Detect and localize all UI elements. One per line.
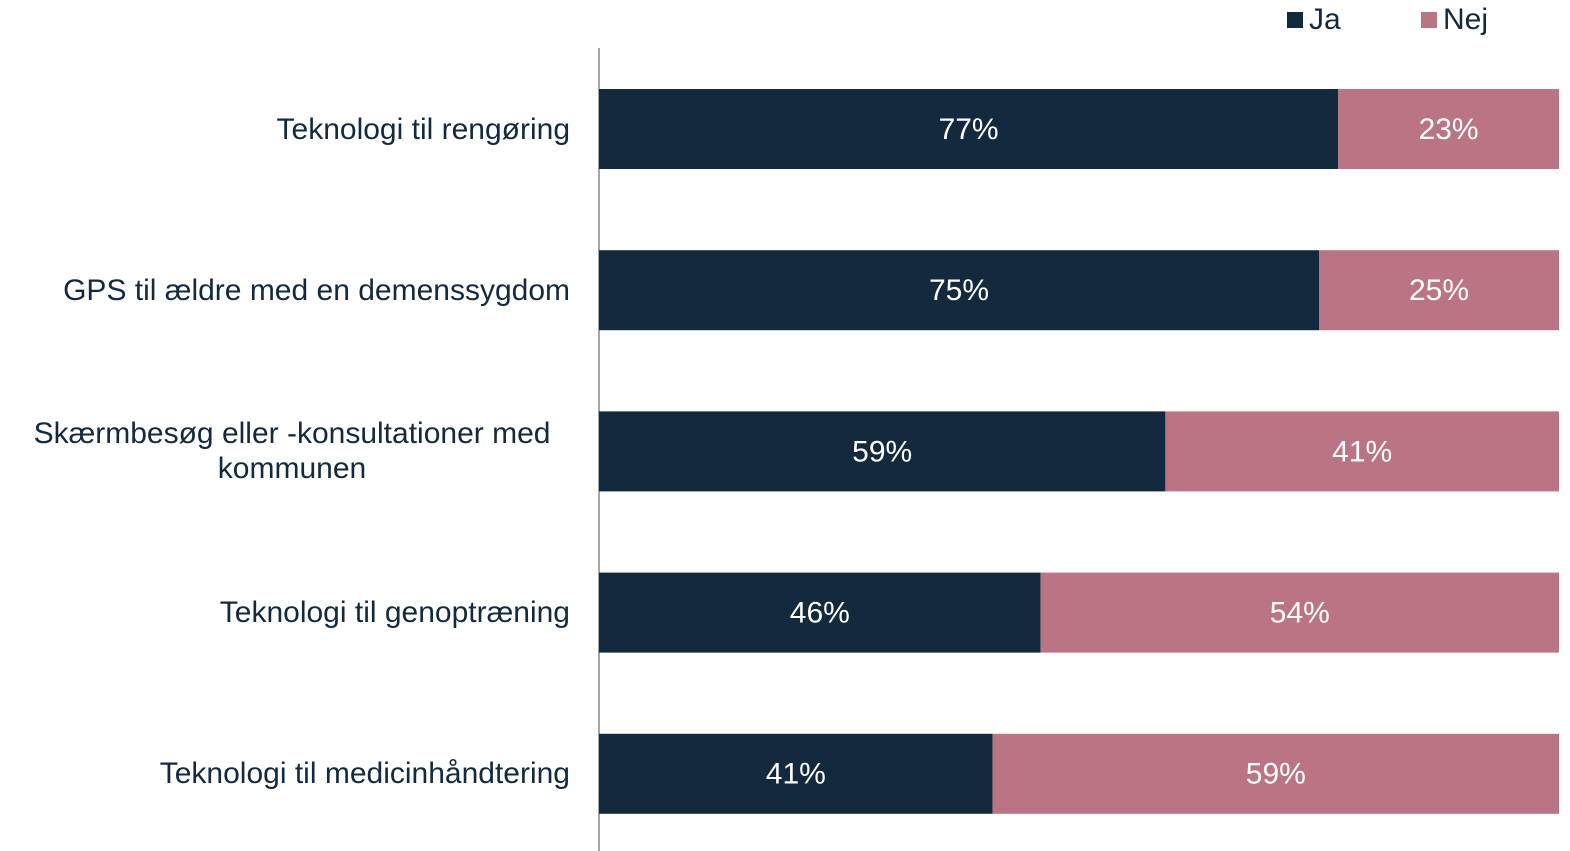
bar-segment xyxy=(1338,89,1559,169)
value-label: 41% xyxy=(1332,435,1392,468)
value-label: 75% xyxy=(929,274,989,307)
legend-swatch xyxy=(1287,12,1303,28)
category-label: Teknologi til medicinhåndtering xyxy=(159,757,570,791)
value-label: 54% xyxy=(1270,597,1330,630)
value-label: 59% xyxy=(852,435,912,468)
legend-swatch xyxy=(1421,12,1437,28)
category-label-box: Teknologi til rengøring xyxy=(0,84,570,174)
value-label: 25% xyxy=(1409,274,1469,307)
category-label-box: GPS til ældre med en demenssygdom xyxy=(0,245,570,335)
category-label-box: Teknologi til medicinhåndtering xyxy=(0,729,570,819)
category-label-box: Teknologi til genoptræning xyxy=(0,568,570,658)
value-label: 23% xyxy=(1419,113,1479,146)
value-label: 59% xyxy=(1246,758,1306,791)
bar-segment xyxy=(992,733,1559,814)
category-label-box: Skærmbesøg eller -konsultationer med kom… xyxy=(0,406,570,496)
value-label: 77% xyxy=(939,113,999,146)
bar-segment xyxy=(1040,572,1559,653)
bar-segment xyxy=(599,411,1166,492)
category-label: GPS til ældre med en demenssygdom xyxy=(63,273,570,307)
bar-segment xyxy=(599,733,993,814)
bar-segment xyxy=(1165,411,1559,492)
bar-segment xyxy=(599,250,1319,331)
legend-label: Ja xyxy=(1309,3,1341,36)
category-label: Teknologi til genoptræning xyxy=(219,596,570,630)
bar-segment xyxy=(1319,250,1559,331)
category-label: Teknologi til rengøring xyxy=(276,112,570,146)
legend-label: Nej xyxy=(1443,3,1488,36)
bar-segment xyxy=(599,89,1339,169)
bar-segment xyxy=(599,572,1041,653)
value-label: 46% xyxy=(790,597,850,630)
value-label: 41% xyxy=(766,758,826,791)
category-label: Skærmbesøg eller -konsultationer med kom… xyxy=(33,417,551,486)
